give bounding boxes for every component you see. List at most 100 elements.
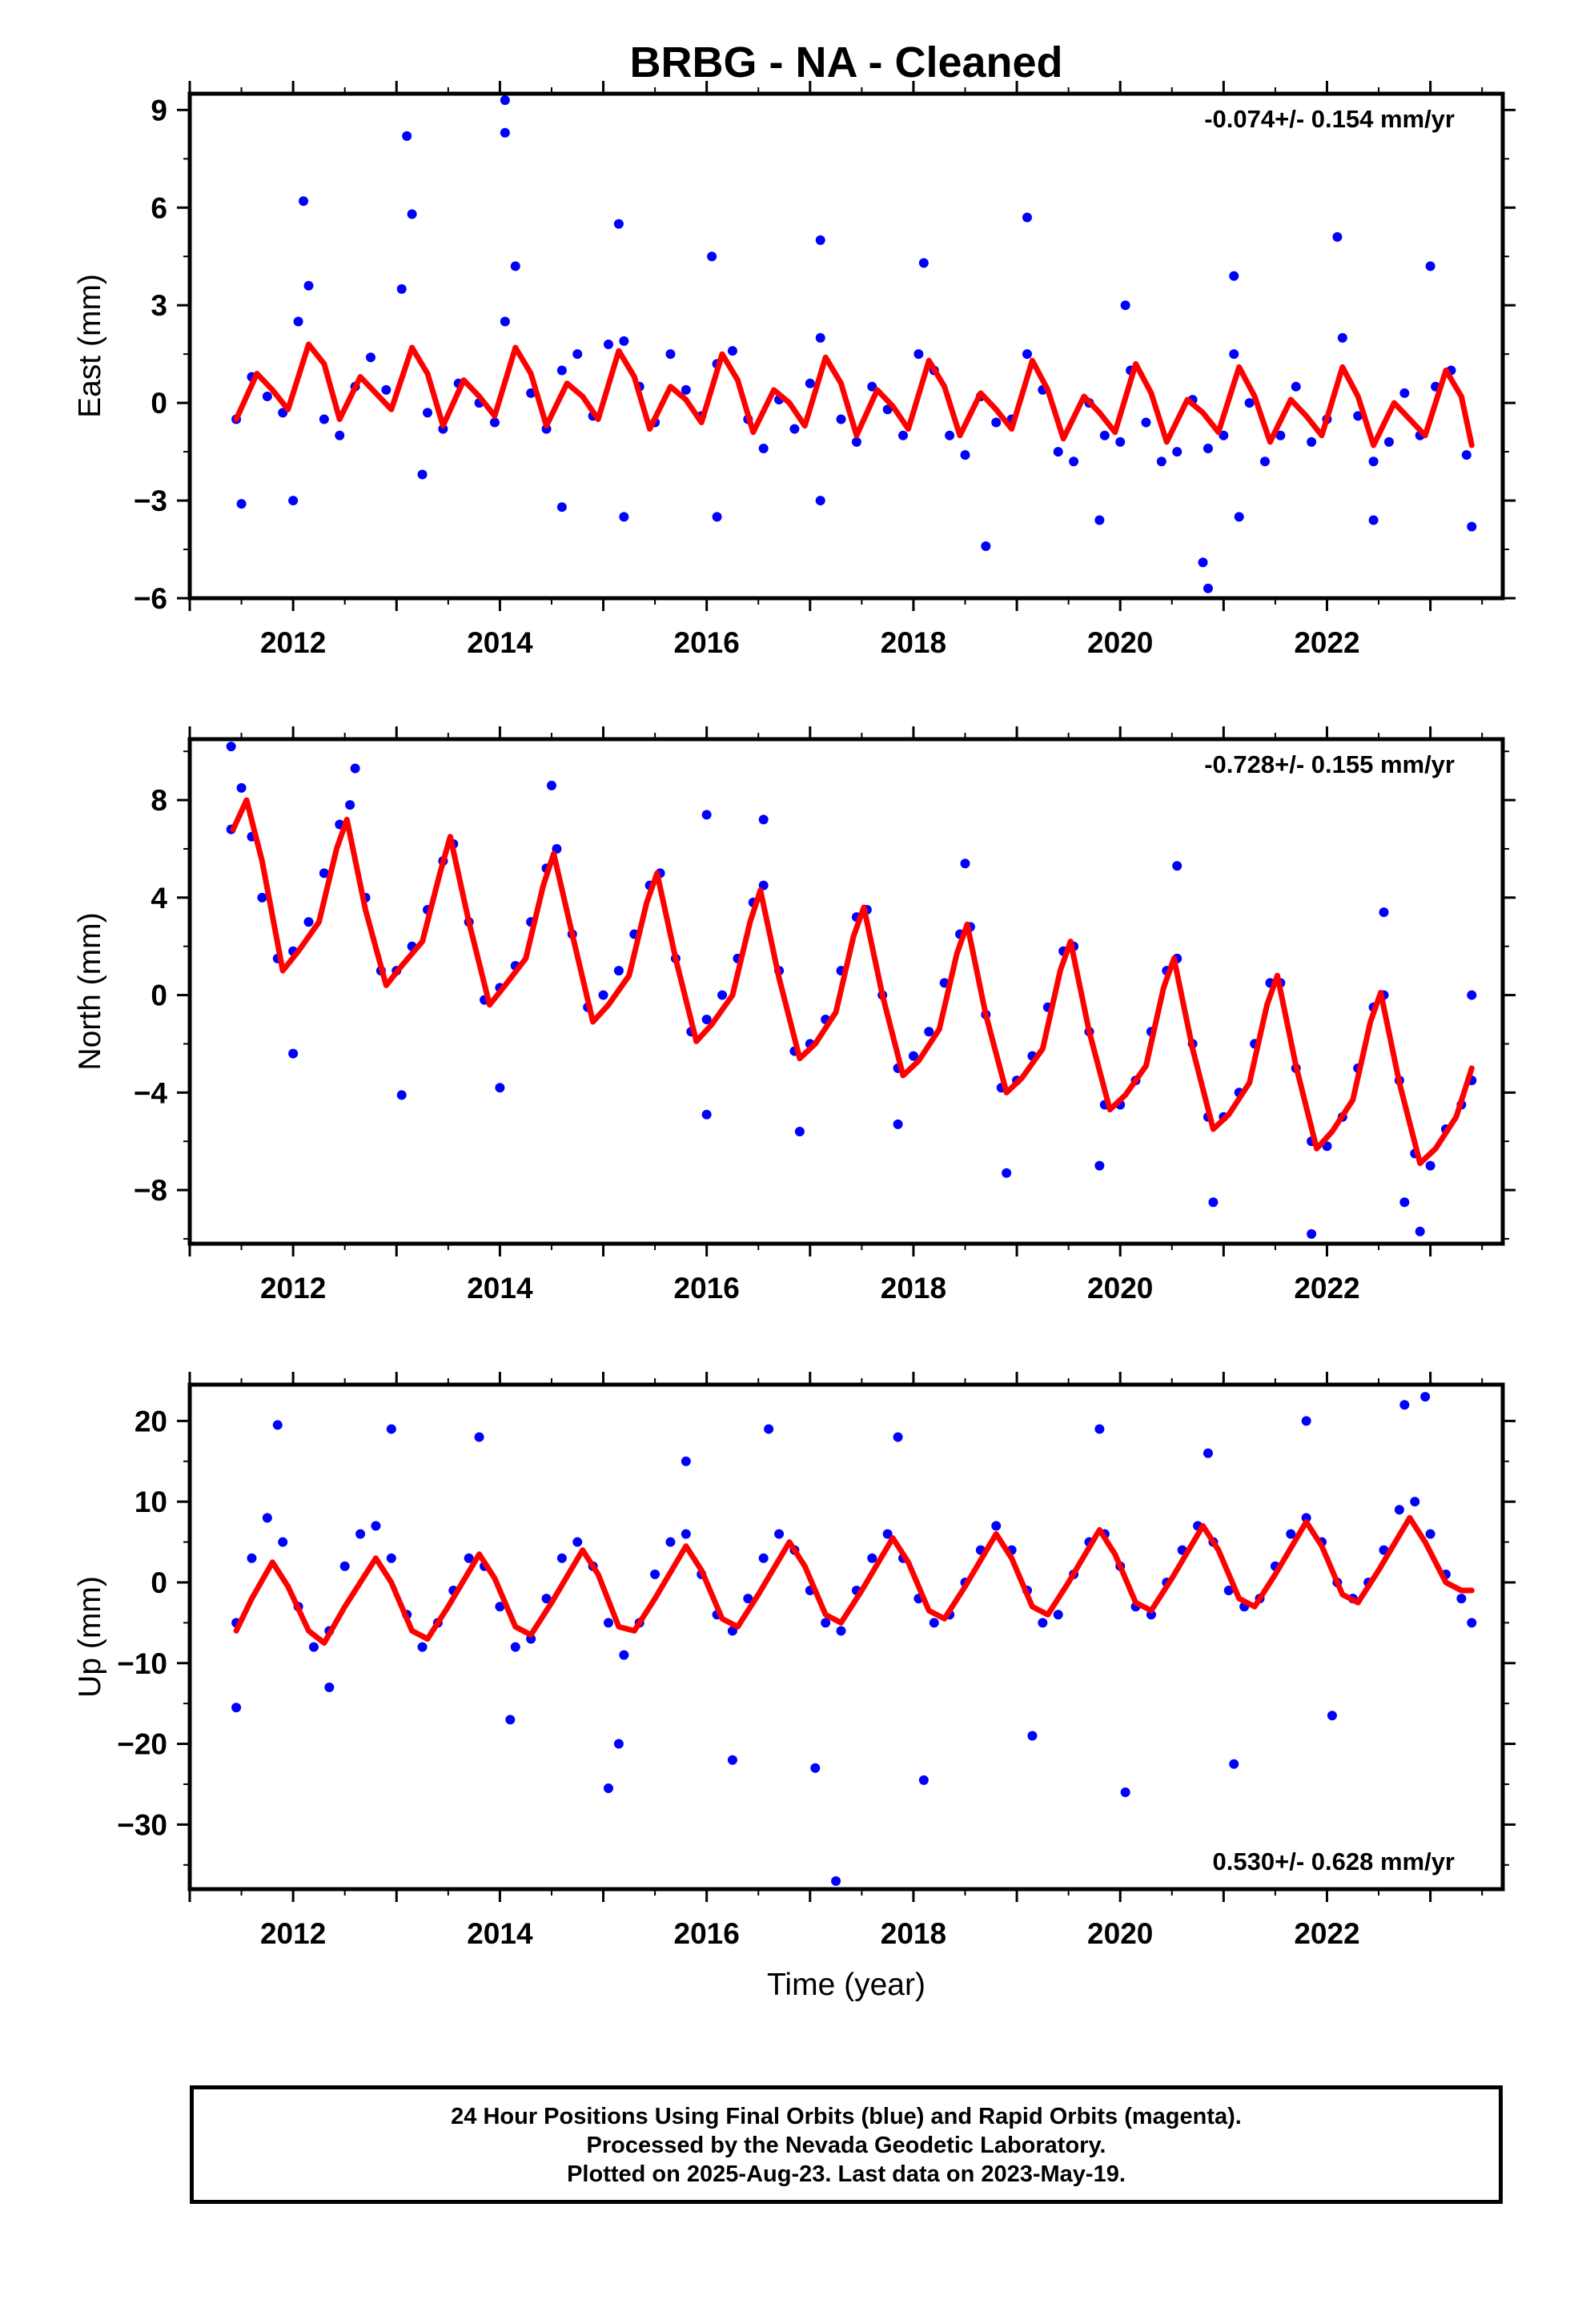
east-point-77 bbox=[1399, 388, 1410, 398]
up-point-1 bbox=[247, 1553, 257, 1563]
up-point-97 bbox=[727, 1755, 737, 1765]
east-point-97 bbox=[712, 512, 722, 522]
up-point-22 bbox=[572, 1537, 583, 1547]
up-ytick-label: −30 bbox=[117, 1808, 167, 1841]
east-point-55 bbox=[1069, 456, 1079, 467]
east-point-30 bbox=[681, 384, 691, 395]
up-point-100 bbox=[918, 1775, 929, 1785]
up-point-95 bbox=[603, 1783, 613, 1793]
east-ytick-label: 3 bbox=[151, 289, 167, 322]
east-point-57 bbox=[1099, 430, 1110, 440]
east-point-76 bbox=[1383, 436, 1394, 447]
up-point-91 bbox=[1420, 1392, 1431, 1402]
up-point-39 bbox=[836, 1626, 846, 1636]
up-point-8 bbox=[355, 1529, 366, 1539]
east-point-93 bbox=[1332, 231, 1343, 242]
up-point-25 bbox=[619, 1650, 629, 1660]
east-point-86 bbox=[613, 219, 624, 229]
north-point-95 bbox=[288, 1048, 299, 1059]
east-point-17 bbox=[489, 417, 500, 428]
north-ylabel: North (mm) bbox=[73, 912, 107, 1070]
east-point-105 bbox=[1467, 521, 1477, 532]
north-ytick-label: −8 bbox=[134, 1174, 167, 1207]
north-point-89 bbox=[758, 814, 769, 825]
east-point-101 bbox=[1203, 583, 1213, 593]
east-point-87 bbox=[707, 251, 717, 262]
north-model-line bbox=[230, 797, 1475, 1167]
north-point-96 bbox=[396, 1090, 407, 1100]
north-point-7 bbox=[319, 868, 329, 879]
east-ytick-label: 0 bbox=[151, 387, 167, 420]
east-point-29 bbox=[665, 349, 676, 360]
east-point-61 bbox=[1156, 456, 1166, 467]
up-point-69 bbox=[1301, 1513, 1311, 1523]
up-point-87 bbox=[1094, 1424, 1105, 1434]
north-point-104 bbox=[1307, 1228, 1317, 1239]
east-point-68 bbox=[1259, 456, 1270, 467]
east-point-91 bbox=[1120, 300, 1130, 311]
up-point-49 bbox=[991, 1521, 1002, 1531]
east-point-40 bbox=[836, 414, 846, 424]
east-point-4 bbox=[293, 316, 303, 327]
north-ytick-label: −4 bbox=[134, 1076, 168, 1109]
north-ytick-label: 4 bbox=[151, 882, 167, 915]
north-point-47 bbox=[908, 1051, 918, 1061]
east-point-94 bbox=[1425, 261, 1435, 271]
up-point-45 bbox=[929, 1618, 939, 1628]
east-point-38 bbox=[805, 378, 815, 388]
east-data bbox=[231, 95, 1477, 593]
up-point-18 bbox=[510, 1642, 520, 1652]
north-point-98 bbox=[701, 1109, 712, 1120]
north-point-103 bbox=[1208, 1197, 1219, 1208]
north-ytick-label: 0 bbox=[151, 979, 167, 1012]
north-point-9 bbox=[345, 800, 355, 810]
east-point-52 bbox=[1022, 349, 1032, 360]
east-point-26 bbox=[619, 336, 629, 346]
east-point-60 bbox=[1141, 417, 1151, 428]
up-point-52 bbox=[1038, 1618, 1048, 1628]
up-panel: −30 −20 −10 0 10 20 2012 2014 2016 2018 2020 2022 Up… bbox=[73, 1372, 1516, 2002]
east-point-71 bbox=[1307, 436, 1317, 447]
north-point-27 bbox=[613, 966, 624, 976]
up-ytick-label: −10 bbox=[117, 1647, 167, 1680]
up-point-96 bbox=[613, 1739, 624, 1749]
north-point-101 bbox=[1002, 1168, 1012, 1178]
up-point-42 bbox=[882, 1529, 893, 1539]
east-rate-label: -0.074+/- 0.154 mm/yr bbox=[1204, 105, 1455, 133]
up-point-101 bbox=[1027, 1731, 1038, 1741]
east-ytick-label: −6 bbox=[134, 582, 167, 615]
north-point-34 bbox=[717, 990, 728, 1000]
up-point-76 bbox=[1410, 1497, 1420, 1507]
east-point-54 bbox=[1053, 447, 1063, 457]
east-xtick-label: 2020 bbox=[1087, 626, 1153, 659]
up-point-94 bbox=[505, 1715, 516, 1725]
up-point-77 bbox=[1425, 1529, 1435, 1539]
east-frame bbox=[187, 91, 1505, 601]
east-point-13 bbox=[423, 408, 433, 418]
east-point-10 bbox=[381, 384, 391, 395]
east-point-39 bbox=[815, 332, 825, 343]
up-data bbox=[231, 1392, 1477, 1886]
east-point-90 bbox=[1022, 212, 1032, 223]
up-xtick-label: 2022 bbox=[1294, 1917, 1359, 1950]
up-point-88 bbox=[1203, 1448, 1213, 1458]
east-point-92 bbox=[1229, 271, 1239, 281]
north-point-100 bbox=[893, 1119, 903, 1129]
up-point-34 bbox=[758, 1553, 769, 1563]
east-point-85 bbox=[500, 127, 510, 138]
up-point-7 bbox=[339, 1561, 350, 1571]
east-point-98 bbox=[815, 496, 825, 506]
east-point-66 bbox=[1229, 349, 1239, 360]
east-point-67 bbox=[1244, 398, 1255, 408]
north-xtick-label: 2020 bbox=[1087, 1272, 1153, 1305]
up-point-53 bbox=[1053, 1610, 1063, 1620]
east-point-75 bbox=[1368, 456, 1379, 467]
east-point-70 bbox=[1291, 381, 1301, 392]
up-xtick-label: 2018 bbox=[881, 1917, 946, 1950]
north-point-82 bbox=[1425, 1160, 1435, 1171]
up-ytick-label: 10 bbox=[135, 1486, 167, 1518]
east-point-45 bbox=[913, 349, 924, 360]
east-point-100 bbox=[1094, 515, 1105, 525]
up-rate-label: 0.530+/- 0.628 mm/yr bbox=[1213, 1848, 1455, 1876]
